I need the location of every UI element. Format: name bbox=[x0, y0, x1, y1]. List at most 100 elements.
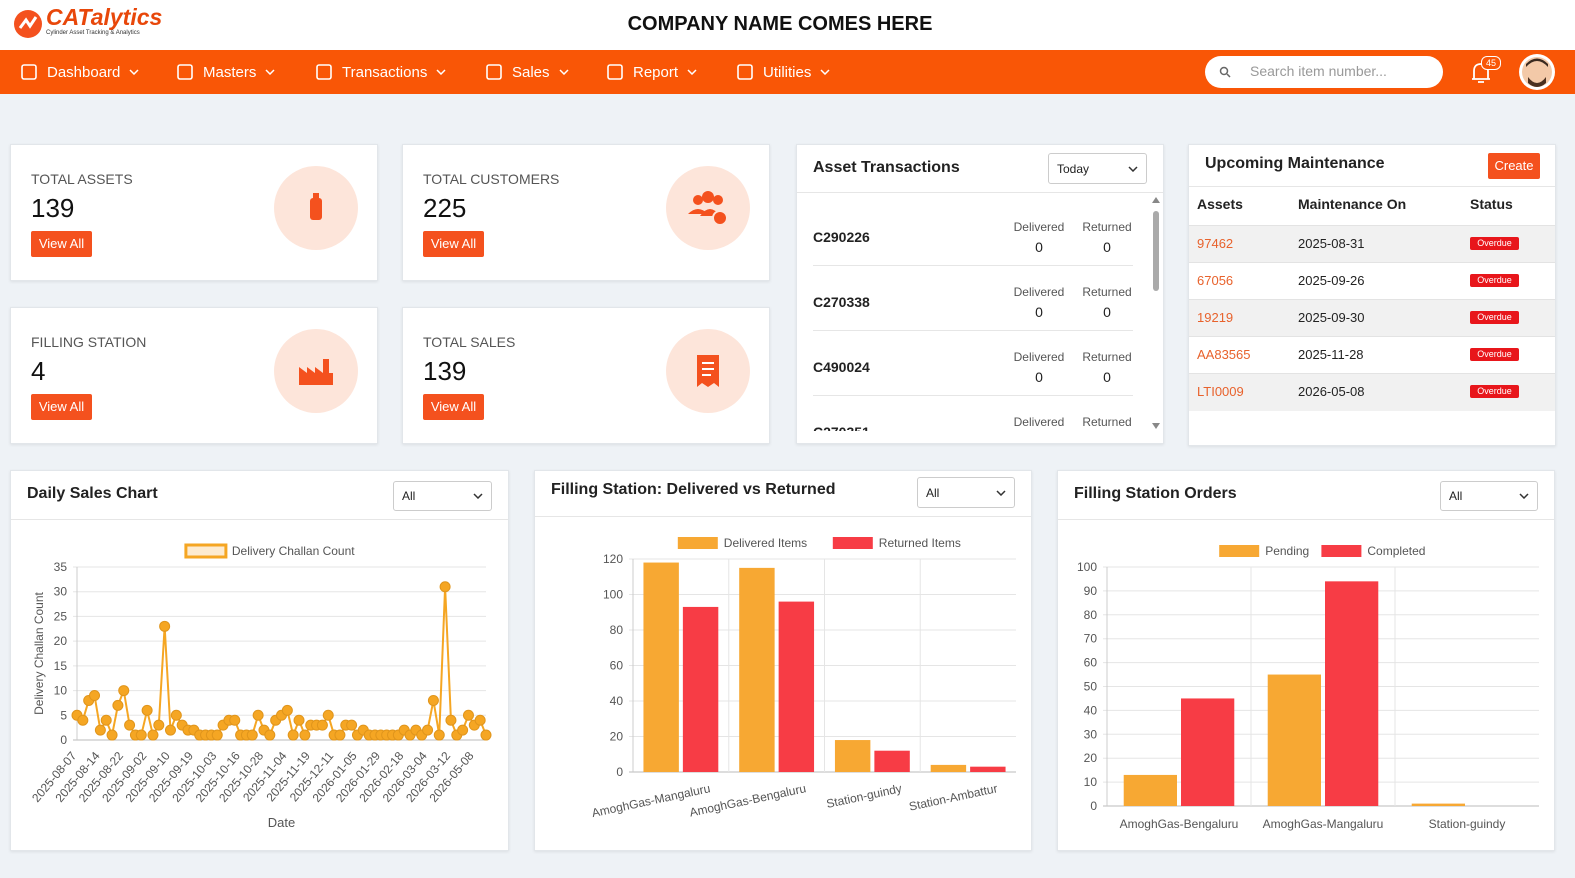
chevron bbox=[559, 69, 569, 75]
x-tick-label: AmoghGas-Bengaluru bbox=[1120, 817, 1239, 831]
asset-link[interactable]: 97462 bbox=[1197, 236, 1234, 251]
nav-item[interactable]: Sales bbox=[485, 50, 569, 94]
filter-value: All bbox=[1449, 489, 1463, 503]
nav-label[interactable]: Sales bbox=[512, 63, 550, 81]
scrollbar bbox=[1152, 197, 1160, 429]
filter-dropdown[interactable]: All bbox=[917, 477, 1015, 508]
nav-label[interactable]: Utilities bbox=[763, 63, 812, 81]
y-tick-label: 0 bbox=[60, 733, 67, 747]
bar bbox=[874, 750, 910, 772]
point bbox=[89, 690, 101, 702]
chart: 0 10 20 30 40 50 60 70 80 90 100 Pending Completed Am… bbox=[1077, 544, 1539, 831]
card-title: Asset Transactions bbox=[813, 159, 960, 176]
nav-item[interactable]: Transactions bbox=[315, 50, 446, 94]
nav-icon bbox=[21, 64, 37, 80]
filter-dropdown[interactable]: All bbox=[393, 481, 492, 511]
asset-id[interactable]: C290226 bbox=[813, 229, 870, 245]
returned-count: 0 bbox=[1103, 239, 1111, 255]
returned-label: Returned bbox=[1082, 285, 1132, 299]
chevron bbox=[473, 493, 483, 499]
nav-item[interactable]: Utilities bbox=[736, 50, 830, 94]
asset-link[interactable]: LTI0009 bbox=[1197, 384, 1244, 399]
table-row: 97462 2025-08-31 Overdue bbox=[1189, 225, 1555, 263]
filter-dropdown[interactable]: Today bbox=[1048, 153, 1147, 184]
chart-card: 0 20 40 60 80 100 120 Delivered Items Returned I… bbox=[534, 470, 1032, 851]
chart: 0 20 40 60 80 100 120 Delivered Items Returned I… bbox=[590, 536, 1016, 820]
chevron bbox=[687, 69, 697, 75]
point bbox=[141, 704, 153, 716]
stat-icon bbox=[274, 166, 358, 250]
asset-link[interactable]: 19219 bbox=[1197, 310, 1234, 325]
point bbox=[264, 729, 276, 741]
point bbox=[439, 581, 451, 593]
maintenance-date: 2025-09-30 bbox=[1298, 310, 1365, 325]
bar bbox=[834, 740, 871, 772]
y-tick-label: 40 bbox=[610, 694, 624, 708]
chart-title: Filling Station Orders bbox=[1074, 485, 1237, 502]
filter-dropdown[interactable]: All bbox=[1440, 481, 1538, 511]
stat-card: TOTAL SALES 139 View All bbox=[402, 307, 770, 444]
y-tick-label: 20 bbox=[54, 634, 68, 648]
asset-id[interactable]: C270351 bbox=[813, 424, 870, 431]
legend-label: Delivered Items bbox=[724, 536, 807, 550]
view-all-button[interactable]: View All bbox=[31, 231, 92, 257]
stat-icon bbox=[666, 166, 750, 250]
point bbox=[153, 719, 165, 731]
maintenance-date: 2025-11-28 bbox=[1298, 347, 1364, 362]
asset-link[interactable]: 67056 bbox=[1197, 273, 1234, 288]
stat-icon bbox=[274, 329, 358, 413]
point bbox=[480, 729, 492, 741]
nav-item[interactable]: Dashboard bbox=[20, 50, 139, 94]
stat-value: 139 bbox=[31, 193, 75, 223]
legend-label: Pending bbox=[1265, 544, 1309, 558]
nav-bar: Dashboard Masters Transactions Sales Report U… bbox=[0, 50, 1575, 94]
nav-item[interactable]: Masters bbox=[176, 50, 275, 94]
view-all-button[interactable]: View All bbox=[31, 394, 92, 420]
stat-value: 4 bbox=[31, 356, 46, 386]
nav-label[interactable]: Dashboard bbox=[47, 63, 121, 81]
table-row: 19219 2025-09-30 Overdue bbox=[1189, 299, 1555, 337]
divider bbox=[797, 192, 1163, 193]
asset-id[interactable]: C270338 bbox=[813, 294, 870, 310]
point bbox=[112, 699, 124, 711]
point bbox=[422, 724, 434, 736]
row-divider bbox=[813, 395, 1133, 396]
view-all-button[interactable]: View All bbox=[423, 231, 484, 257]
column-header: Assets bbox=[1197, 196, 1243, 212]
legend-swatch bbox=[832, 537, 873, 549]
search-box[interactable]: Search item number... bbox=[1205, 56, 1443, 88]
chevron bbox=[436, 69, 446, 75]
create-button[interactable]: Create bbox=[1488, 153, 1540, 179]
asset-transactions-card: Asset Transactions Today C290226 Delivered R… bbox=[796, 144, 1164, 444]
chevron bbox=[996, 489, 1006, 496]
delivered-count: 0 bbox=[1035, 304, 1043, 320]
point bbox=[164, 724, 176, 736]
point bbox=[147, 729, 159, 741]
nav-label[interactable]: Report bbox=[633, 63, 679, 81]
asset-link[interactable]: AA83565 bbox=[1197, 347, 1251, 362]
avatar[interactable] bbox=[1518, 53, 1556, 91]
view-all-button[interactable]: View All bbox=[423, 394, 484, 420]
point bbox=[299, 729, 311, 741]
nav-item[interactable]: Report bbox=[606, 50, 697, 94]
asset-id[interactable]: C490024 bbox=[813, 359, 870, 375]
y-tick-label: 30 bbox=[1084, 727, 1098, 741]
nav-label[interactable]: Masters bbox=[203, 63, 257, 81]
table-row: 67056 2025-09-26 Overdue bbox=[1189, 262, 1555, 300]
y-tick-label: 50 bbox=[1084, 680, 1098, 694]
point bbox=[281, 704, 293, 716]
bar bbox=[1123, 774, 1177, 806]
stat-card: TOTAL CUSTOMERS 225 View All bbox=[402, 144, 770, 281]
legend-label: Completed bbox=[1367, 544, 1425, 558]
bar bbox=[1325, 581, 1379, 806]
stat-value: 139 bbox=[423, 356, 467, 386]
nav-label[interactable]: Transactions bbox=[342, 63, 428, 81]
header: CATalytics Cylinder Asset Tracking & Anal… bbox=[0, 0, 1575, 50]
point bbox=[474, 714, 486, 726]
x-tick-label: Station-guindy bbox=[825, 781, 903, 811]
point bbox=[316, 719, 328, 731]
y-tick-label: 15 bbox=[54, 659, 68, 673]
returned-count: 0 bbox=[1103, 304, 1111, 320]
divider bbox=[11, 519, 508, 520]
bar bbox=[739, 567, 775, 772]
